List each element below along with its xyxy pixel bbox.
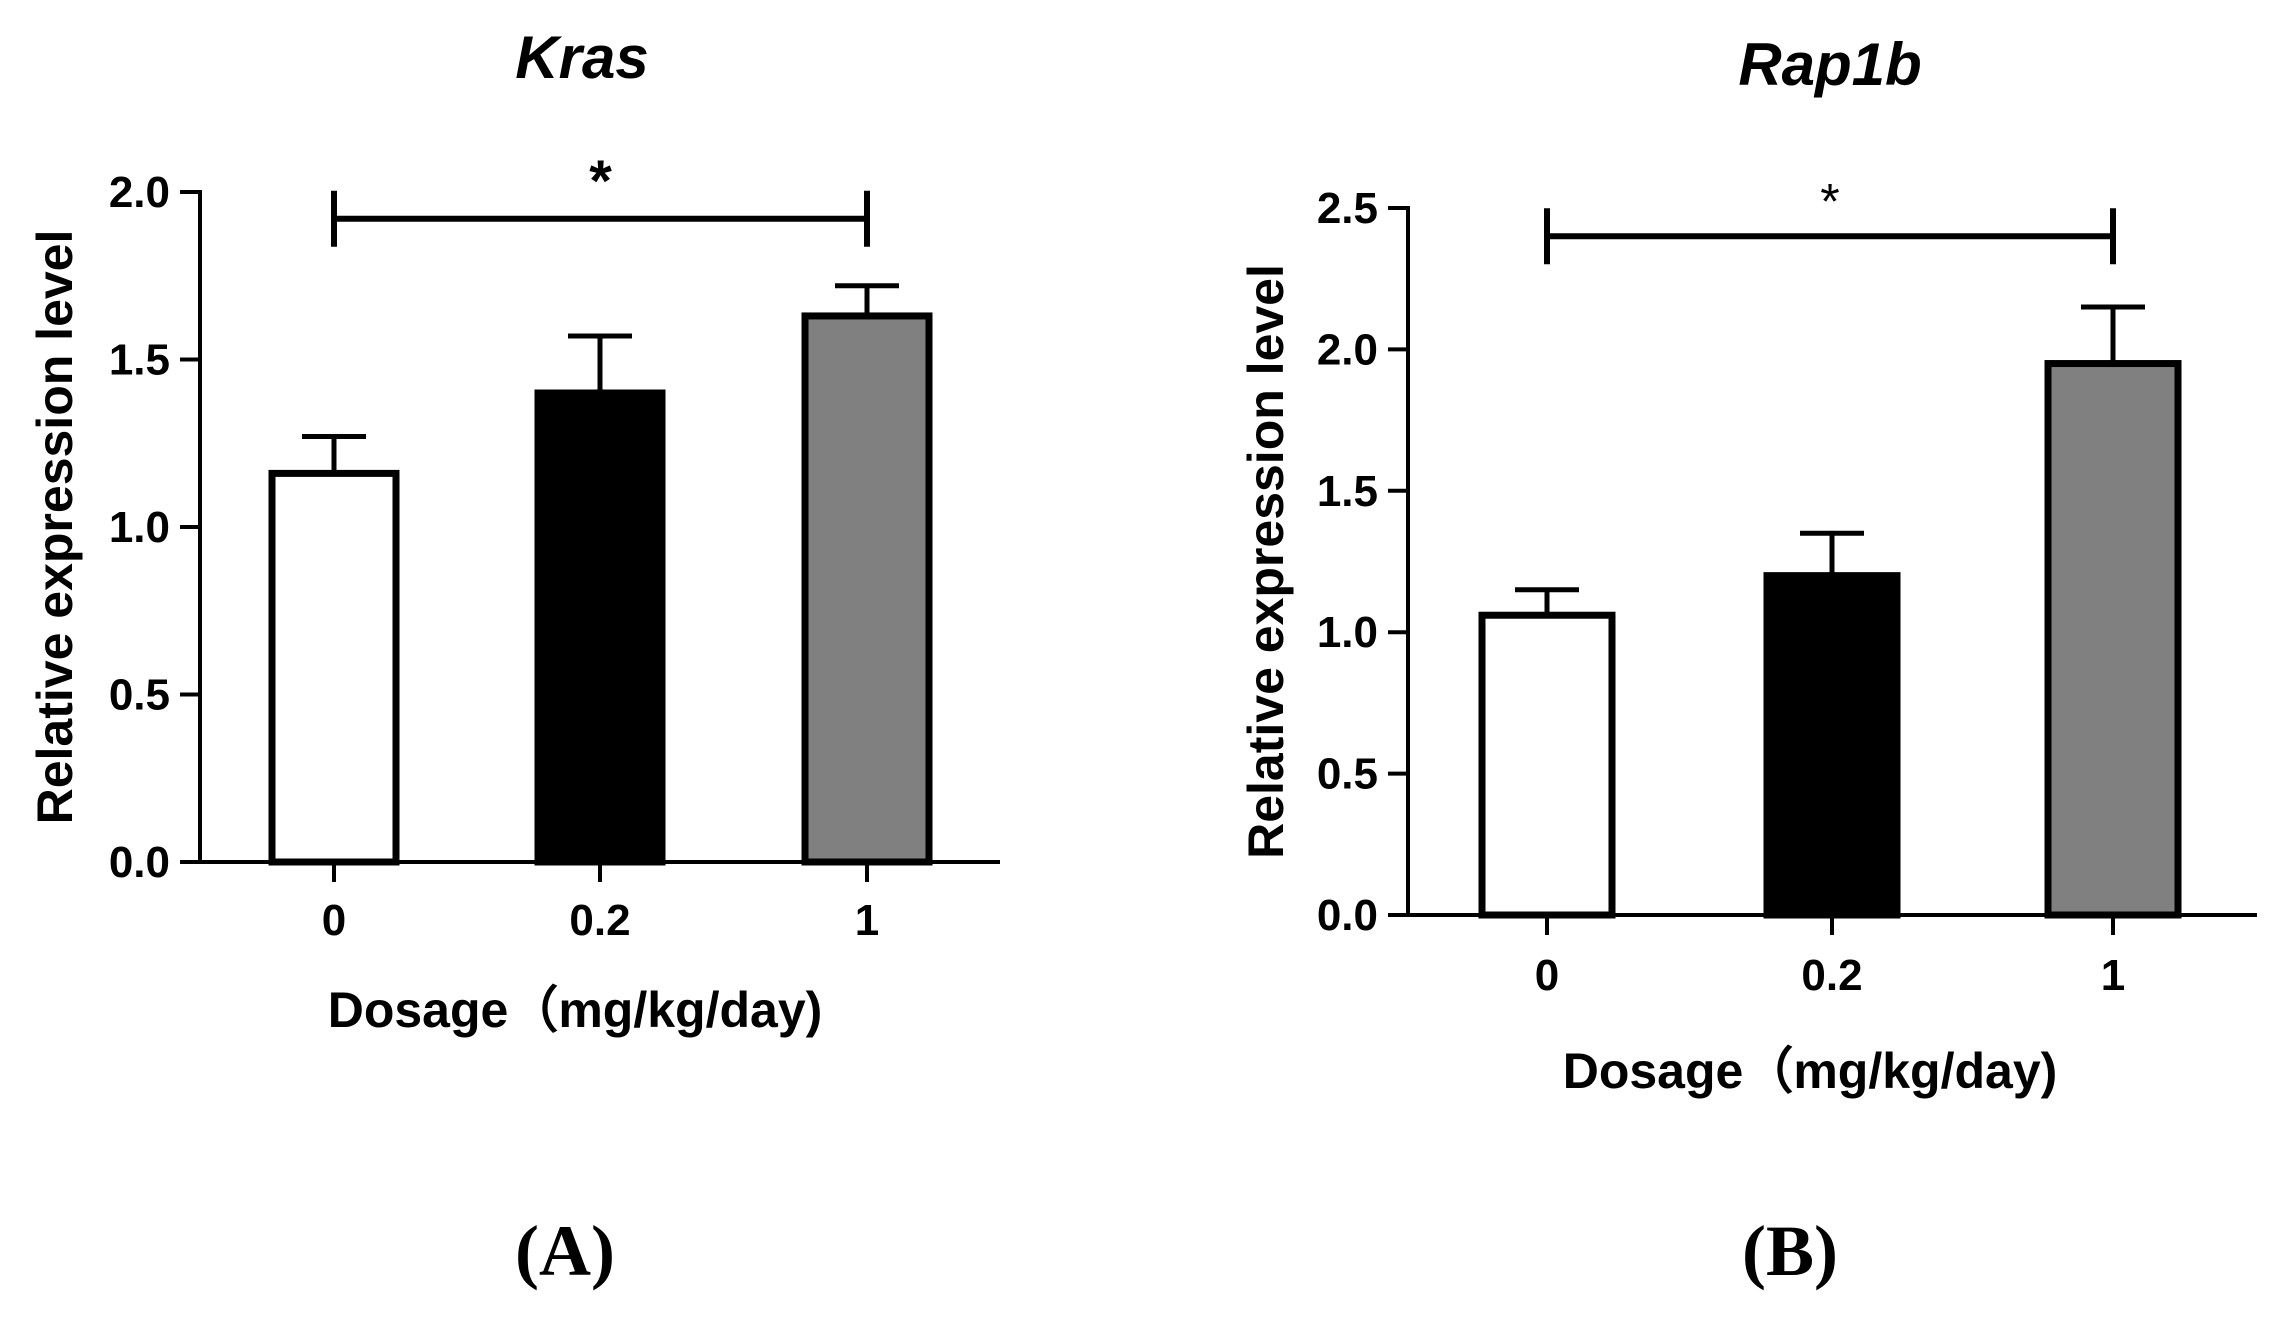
chart-title: Rap1b xyxy=(1738,31,1921,98)
bar-0 xyxy=(1478,611,1616,919)
x-tick-label: 0 xyxy=(1535,951,1559,1000)
x-tick-label: 0 xyxy=(322,896,346,945)
y-tick-label: 0.0 xyxy=(109,838,170,887)
x-tick-label: 1 xyxy=(2101,951,2125,1000)
x-tick-label: 0.2 xyxy=(569,896,630,945)
panel-label: (A) xyxy=(515,1211,615,1291)
x-axis-label: Dosage（mg/kg/day) xyxy=(1563,1043,2058,1099)
bar-0 xyxy=(268,469,400,866)
panel-label: (B) xyxy=(1742,1211,1838,1291)
x-tick-label: 1 xyxy=(855,896,879,945)
y-tick-label: 2.0 xyxy=(1317,325,1378,374)
y-tick-label: 1.5 xyxy=(1317,467,1378,516)
y-tick-label: 0.5 xyxy=(1317,750,1378,799)
chart-panel-b: Rap1b 0.0 0.5 1.0 1.5 2.0 2.5 Relative expressi… xyxy=(1238,31,2257,1291)
y-tick-label: 2.0 xyxy=(109,168,170,217)
chart-title: Kras xyxy=(515,24,648,91)
y-tick-label: 2.5 xyxy=(1317,184,1378,233)
y-axis-label: Relative expression level xyxy=(1238,264,1294,859)
x-tick-label: 0.2 xyxy=(1801,951,1862,1000)
significance-star: * xyxy=(589,149,612,214)
bar-1 xyxy=(801,312,933,866)
y-tick-label: 0.0 xyxy=(1317,891,1378,940)
chart-panel-a: Kras 0.0 0.5 1.0 1.5 2.0 Relative expression l… xyxy=(27,24,1000,1291)
bar-0-2 xyxy=(534,389,666,866)
y-tick-label: 1.0 xyxy=(1317,608,1378,657)
y-tick-label: 1.0 xyxy=(109,503,170,552)
y-tick-label: 1.5 xyxy=(109,336,170,385)
bar-1 xyxy=(2044,360,2182,919)
y-tick-label: 0.5 xyxy=(109,671,170,720)
x-axis-label: Dosage（mg/kg/day) xyxy=(328,982,823,1038)
bar-0-2 xyxy=(1763,572,1901,919)
significance-star: * xyxy=(1820,173,1839,229)
y-axis-label: Relative expression level xyxy=(27,230,83,825)
